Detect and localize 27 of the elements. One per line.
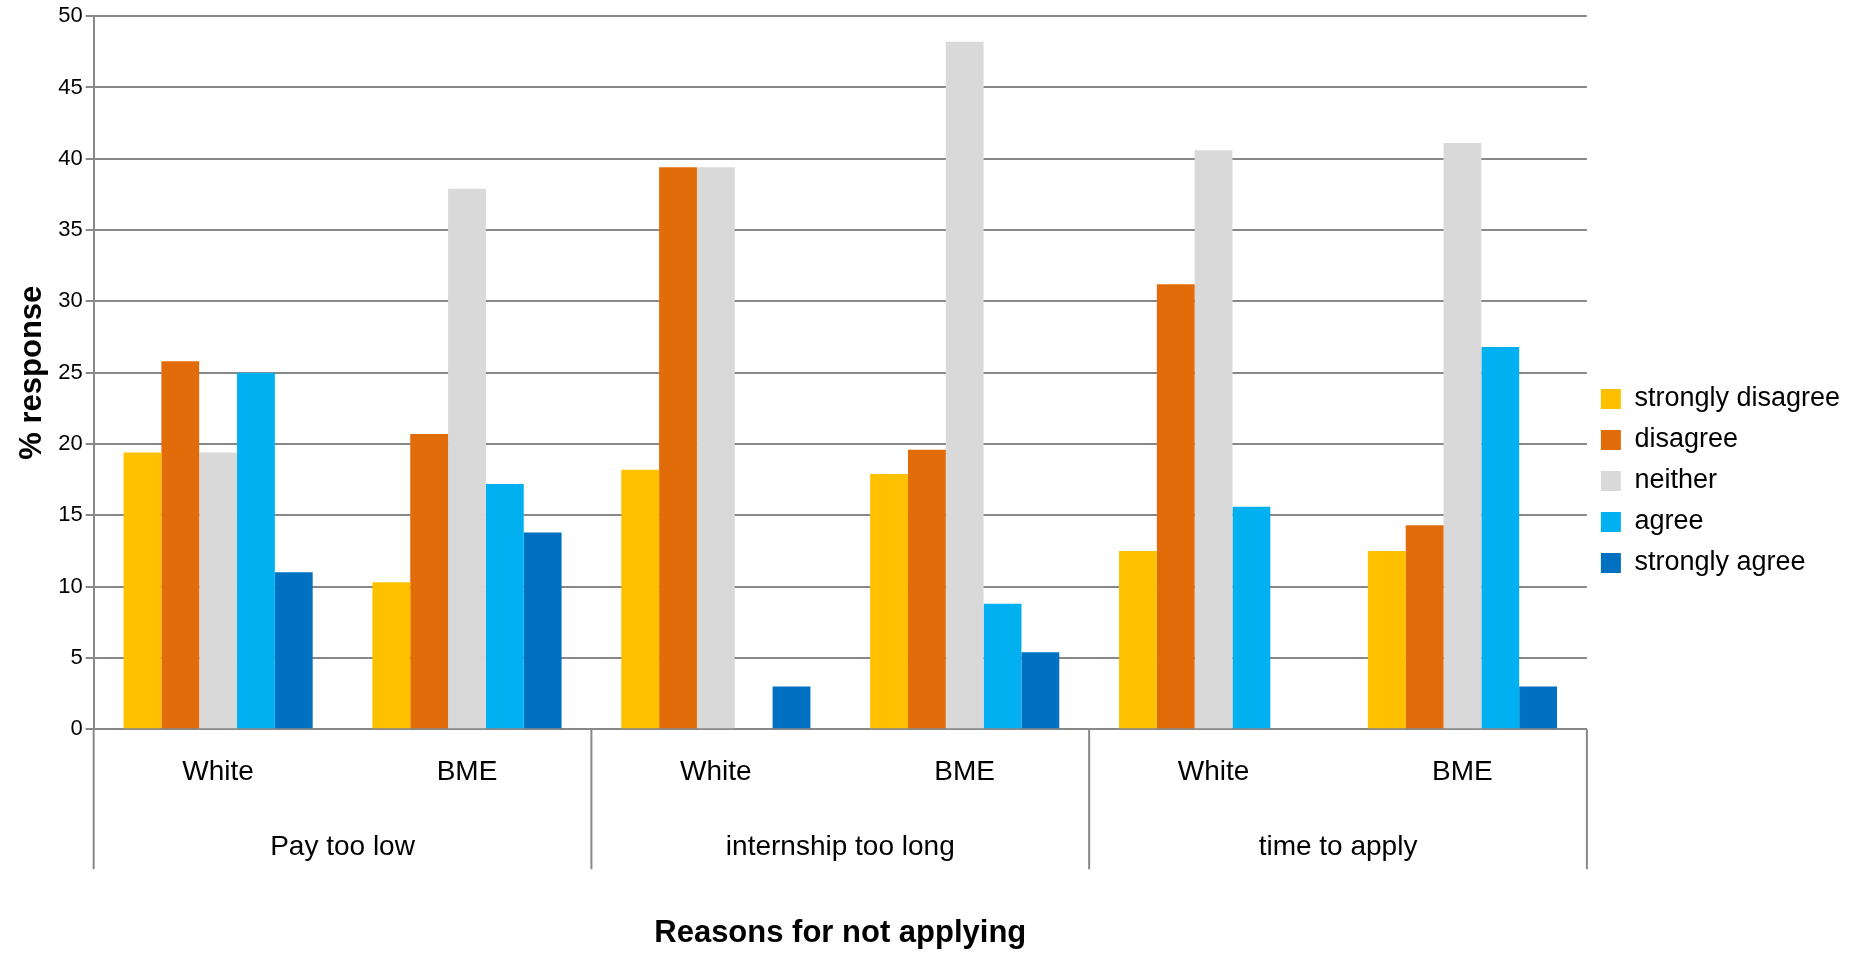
y-tick-label: 15	[58, 501, 83, 527]
y-tick-label: 20	[58, 430, 83, 456]
legend-label: disagree	[1634, 423, 1738, 454]
y-tick-label: 30	[58, 287, 83, 313]
x-axis-title: Reasons for not applying	[654, 913, 1027, 949]
legend-label: agree	[1634, 505, 1704, 536]
y-tick-label: 10	[58, 572, 83, 598]
x-tick-label: BME	[934, 754, 996, 786]
text: internship too long	[725, 829, 955, 861]
y-tick-label: 0	[70, 715, 83, 741]
legend-label: strongly disagree	[1634, 382, 1841, 413]
x-tick-label: BME	[1432, 754, 1493, 786]
x-tick-label: White	[1177, 754, 1250, 786]
text: time to apply	[1258, 829, 1418, 861]
y-tick-label: 45	[58, 73, 83, 99]
y-tick-label: 50	[58, 2, 83, 28]
x-tick-label: White	[182, 754, 254, 786]
y-tick-label: 35	[58, 216, 83, 242]
y-tick-label: 40	[58, 144, 83, 170]
legend-label: strongly agree	[1634, 546, 1806, 577]
x-tick-label: White	[680, 754, 752, 786]
x-tick-label: BME	[436, 754, 498, 786]
text: Pay too low	[270, 829, 416, 861]
y-axis-title: % response	[13, 285, 49, 460]
legend-label: neither	[1634, 464, 1717, 495]
y-tick-label: 5	[70, 643, 83, 669]
y-tick-label: 25	[58, 358, 83, 384]
